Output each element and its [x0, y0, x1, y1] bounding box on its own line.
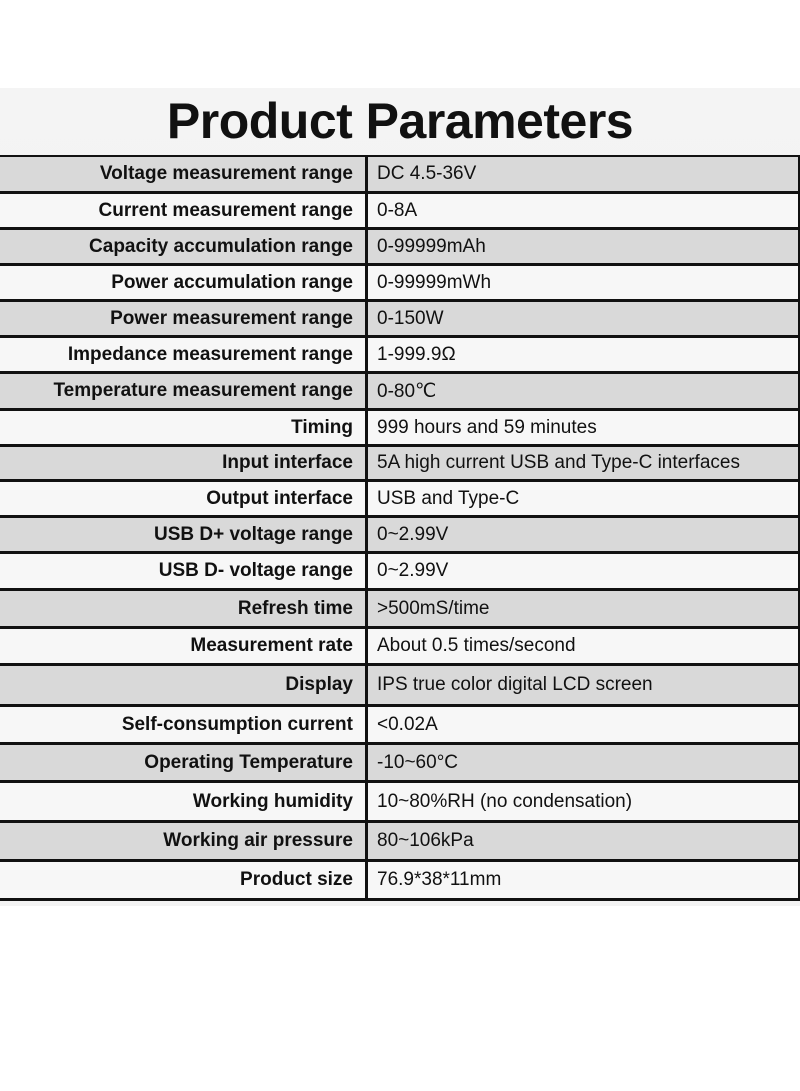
- page-title: Product Parameters: [166, 93, 634, 149]
- parameter-value: DC 4.5-36V: [377, 163, 477, 184]
- table-row: Measurement rate About 0.5 times/second: [0, 629, 798, 666]
- parameter-label: Output interface: [0, 482, 368, 515]
- table-row: Impedance measurement range 1-999.9Ω: [0, 338, 798, 374]
- parameter-value: IPS true color digital LCD screen: [377, 674, 653, 695]
- table-row: Current measurement range 0-8A: [0, 194, 798, 230]
- parameter-label: Operating Temperature: [0, 745, 368, 780]
- parameter-label: Measurement rate: [0, 629, 368, 663]
- parameter-value: 0-99999mAh: [377, 235, 486, 257]
- table-row: Power measurement range 0-150W: [0, 302, 798, 338]
- parameter-value: 0~2.99V: [377, 523, 449, 545]
- table-row: Display IPS true color digital LCD screen: [0, 666, 798, 707]
- parameter-label: Display: [0, 666, 368, 704]
- parameter-value: 5A high current USB and Type-C interface…: [377, 452, 740, 473]
- parameter-label: Power accumulation range: [0, 266, 368, 299]
- table-row: Timing 999 hours and 59 minutes: [0, 411, 798, 447]
- parameter-label: Capacity accumulation range: [0, 230, 368, 263]
- parameter-value: 76.9*38*11mm: [377, 869, 502, 890]
- parameter-label: Refresh time: [0, 591, 368, 626]
- parameter-value: 80~106kPa: [377, 830, 474, 851]
- parameter-label: Power measurement range: [0, 302, 368, 335]
- parameter-value: -10~60°C: [377, 751, 459, 773]
- parameter-value: 0-99999mWh: [377, 271, 492, 293]
- parameter-label: Input interface: [0, 447, 368, 479]
- parameter-label: Working air pressure: [0, 823, 368, 859]
- parameter-label: USB D- voltage range: [0, 554, 368, 588]
- parameter-label: USB D+ voltage range: [0, 518, 368, 551]
- parameter-label: Self-consumption current: [0, 707, 368, 742]
- table-row: Working humidity 10~80%RH (no condensatio…: [0, 783, 798, 823]
- table-row: Input interface 5A high current USB and T…: [0, 447, 798, 482]
- table-row: Refresh time >500mS/time: [0, 591, 798, 629]
- parameter-label: Current measurement range: [0, 194, 368, 227]
- parameter-value: >500mS/time: [377, 597, 490, 619]
- table-row: Power accumulation range 0-99999mWh: [0, 266, 798, 302]
- parameters-table: Voltage measurement range DC 4.5-36V Curre…: [0, 155, 800, 901]
- table-row: Working air pressure 80~106kPa: [0, 823, 798, 862]
- parameter-value: 1-999.9Ω: [377, 343, 456, 365]
- parameter-value: 10~80%RH (no condensation): [377, 790, 633, 812]
- table-row: Self-consumption current <0.02A: [0, 707, 798, 745]
- table-row: Operating Temperature -10~60°C: [0, 745, 798, 783]
- parameter-label: Working humidity: [0, 783, 368, 820]
- parameter-value: 0~2.99V: [377, 560, 449, 581]
- table-row: USB D- voltage range 0~2.99V: [0, 554, 798, 591]
- table-row: Temperature measurement range 0-80℃: [0, 374, 798, 411]
- table-row: USB D+ voltage range 0~2.99V: [0, 518, 798, 554]
- parameter-value: USB and Type-C: [377, 487, 520, 509]
- parameter-value: 0-8A: [377, 199, 418, 221]
- parameter-label: Voltage measurement range: [0, 157, 368, 191]
- parameter-value: About 0.5 times/second: [377, 635, 576, 656]
- parameter-value: 0-150W: [377, 307, 444, 329]
- table-row: Output interface USB and Type-C: [0, 482, 798, 518]
- parameter-value: 0-80℃: [377, 380, 437, 402]
- parameter-label: Product size: [0, 862, 368, 898]
- parameter-label: Timing: [0, 411, 368, 444]
- parameter-value: 999 hours and 59 minutes: [377, 416, 597, 438]
- table-row: Product size 76.9*38*11mm: [0, 862, 798, 901]
- parameter-value: <0.02A: [377, 713, 438, 735]
- parameter-label: Impedance measurement range: [0, 338, 368, 371]
- table-row: Capacity accumulation range 0-99999mAh: [0, 230, 798, 266]
- parameter-label: Temperature measurement range: [0, 374, 368, 408]
- table-row: Voltage measurement range DC 4.5-36V: [0, 157, 798, 194]
